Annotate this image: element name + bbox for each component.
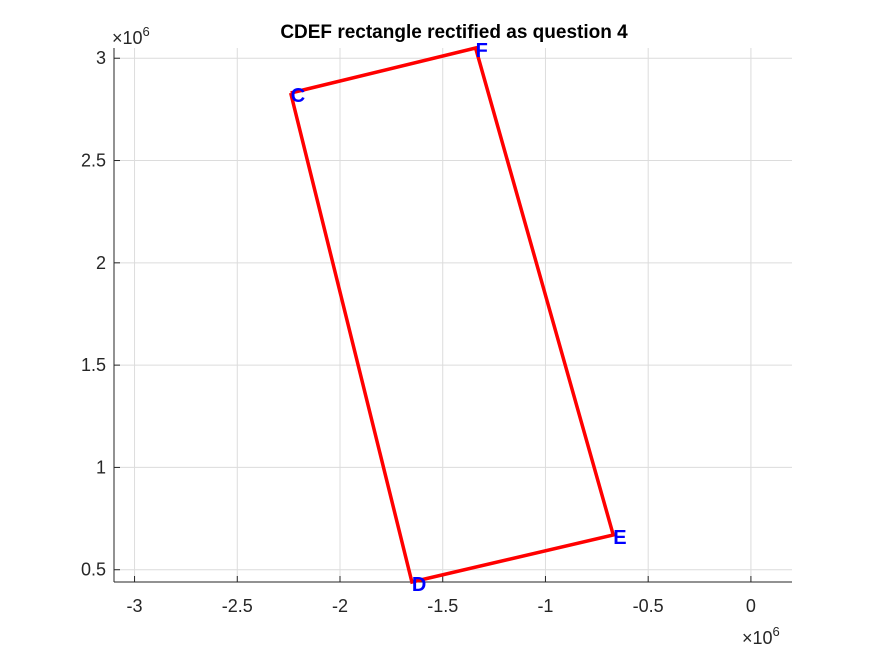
vertex-label-f: F [476,40,488,62]
x-tick-label: -3 [127,596,143,616]
y-tick-label: 1 [96,457,106,477]
rectangle-outline [288,45,616,585]
y-tick-label: 2.5 [81,151,106,171]
y-exponent-label: ×106 [112,24,150,48]
point-labels: C D E F [291,40,627,596]
y-tick-label: 1.5 [81,355,106,375]
x-exponent-label: ×106 [742,624,780,648]
y-exponent-power: 6 [143,24,150,39]
x-tick-label: -1 [537,596,553,616]
grid [114,48,792,582]
y-tick-label: 0.5 [81,560,106,580]
x-tick-label: -1.5 [427,596,458,616]
x-tick-label: 0 [746,596,756,616]
vertex-label-e: E [613,527,626,549]
x-tick-label: -2 [332,596,348,616]
vertex-label-d: D [412,574,426,596]
series [288,45,616,585]
x-exponent-power: 6 [773,624,780,639]
vertex-label-c: C [291,85,305,107]
axes [113,48,792,583]
x-tick-label: -0.5 [633,596,664,616]
y-tick-label: 3 [96,48,106,68]
chart-title: CDEF rectangle rectified as question 4 [280,22,628,43]
x-exponent-base: ×10 [742,628,773,648]
y-exponent-base: ×10 [112,28,143,48]
y-tick-label: 2 [96,253,106,273]
x-tick-label: -2.5 [222,596,253,616]
ticks: -3 -2.5 -2 -1.5 -1 -0.5 0 0.5 1 1.5 2 2.5 3 [81,48,756,616]
